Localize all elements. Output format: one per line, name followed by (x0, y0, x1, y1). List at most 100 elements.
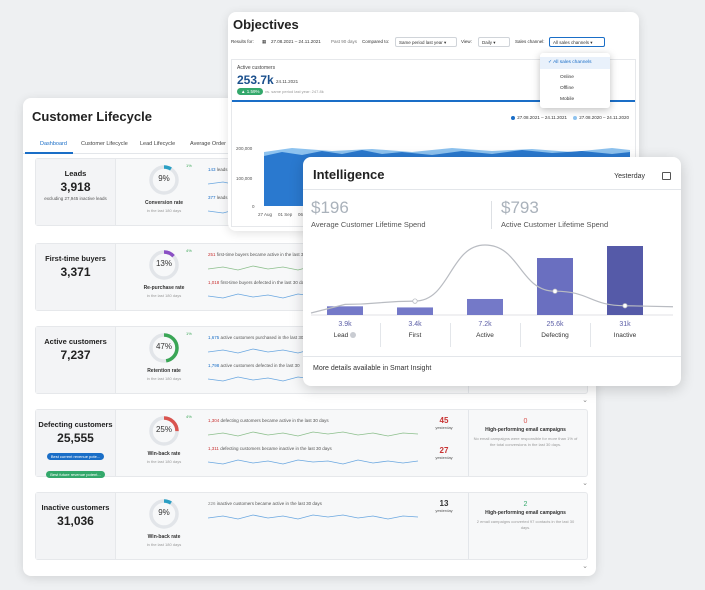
sales-channel-select[interactable]: All sales channels ▾ (549, 37, 605, 47)
bar-category-text: Inactive (613, 332, 637, 339)
row-name-box: Inactive customers 31,036 (36, 493, 116, 559)
trend2-text: active customers defected in the last 30 (220, 363, 300, 368)
bar-category-text: Active (476, 332, 494, 339)
trend-line-1[interactable]: 226 inactive customers became active in … (208, 501, 418, 506)
bar-category-text: Lead (333, 332, 349, 339)
bar-lead[interactable] (327, 306, 363, 315)
trend-point-first (412, 298, 418, 304)
tab-customer-lifecycle[interactable]: Customer Lifecycle (81, 141, 128, 147)
rate-change: 4% (186, 248, 192, 253)
trend-line-2[interactable]: 1,798 active customers defected in the l… (208, 363, 418, 368)
rate-percent: 47% (155, 342, 172, 351)
rate-period: in the last 180 days (146, 376, 182, 381)
trend-line-2[interactable]: 1,311 defecting customers became inactiv… (208, 446, 418, 451)
bar-category-label: Defecting (520, 332, 590, 339)
trend1-text: inactive customers became active in the … (216, 501, 322, 506)
trend1-number: 226 (208, 501, 216, 506)
email-campaigns-box: 2 High-performing email campaigns 2 emai… (468, 493, 582, 559)
metric-date: 24.11.2021 (276, 79, 299, 84)
trend-line-1[interactable]: 1,304 defecting customers became active … (208, 418, 418, 423)
badge-future-revenue[interactable]: Best future revenue potent... (46, 471, 105, 478)
dropdown-option-online[interactable]: Online (560, 75, 574, 80)
trend-line-1[interactable]: 251 first-time buyers became active in t… (208, 252, 418, 257)
smart-insight-link[interactable]: More details available in Smart Insight (313, 365, 432, 372)
tab-dashboard[interactable]: Dashboard (40, 141, 67, 147)
bar-value-label: 7.2k (478, 321, 492, 328)
badge-current-revenue[interactable]: Best current revenue pote... (46, 453, 105, 460)
bar-label-lead: 3.9k Lead (310, 321, 380, 339)
header-divider (303, 189, 681, 190)
rate-donut: 13% 4% Re-purchase rate in the last 180 … (124, 248, 204, 298)
bar-label-divider (520, 323, 521, 347)
chart-legend: 27.08.2021 – 24.11.2021 27.08.2020 – 24.… (506, 115, 629, 120)
yesterday-label-1: yesterday (435, 425, 453, 430)
info-icon[interactable] (350, 332, 357, 339)
trend-line-1[interactable]: 143 leads bec (208, 167, 418, 172)
active-tab-indicator (25, 152, 73, 154)
bar-active[interactable] (467, 298, 503, 315)
dropdown-option-all[interactable]: ✓ All sales channels (540, 57, 610, 69)
dropdown-option-mobile[interactable]: Mobile (560, 97, 575, 102)
row-name-box: Active customers 7,237 (36, 327, 116, 393)
legend-dot-previous (573, 115, 578, 120)
x-tick-06: 06 (298, 212, 304, 217)
bar-category-label: Active (450, 332, 520, 339)
bar-label-divider (380, 323, 381, 347)
trend1-text: first-time buyers became active in the l… (216, 252, 306, 257)
rate-period: in the last 180 days (146, 542, 182, 547)
trend-curve-tail (624, 305, 674, 308)
email-campaigns-desc: 2 email campaigns converted 97 contacts … (476, 519, 575, 530)
expand-chevron-icon[interactable]: ⌄ (582, 563, 588, 570)
row-name: Leads (64, 169, 87, 178)
trend-line-2[interactable]: 1,018 first-time buyers defected in the … (208, 280, 418, 285)
bar-category-label: First (380, 332, 450, 339)
donut-fill (149, 165, 179, 195)
comment-icon[interactable] (662, 172, 671, 180)
bar-label-first: 3.4k First (380, 321, 450, 339)
bar-defecting[interactable] (537, 258, 573, 315)
rate-percent: 9% (158, 174, 170, 183)
tab-average-order[interactable]: Average Order (190, 141, 226, 147)
email-campaign-count: 0 (523, 418, 528, 425)
calendar-icon[interactable]: ▦ (262, 39, 267, 44)
row-name-box: Leads 3,918 excluding 27,945 inactive lea… (36, 159, 116, 225)
trend-point-inactive (622, 303, 628, 309)
trend1-number: 251 (208, 252, 216, 257)
sales-channel-select-value: All sales channels (553, 40, 590, 45)
bar-label-inactive: 31k Inactive (590, 321, 660, 339)
expand-chevron-icon[interactable]: ⌄ (582, 397, 588, 404)
rate-period: in the last 180 days (146, 459, 182, 464)
donut-fill (149, 499, 179, 529)
bar-first[interactable] (397, 307, 433, 315)
view-select[interactable]: Daily ▾ (478, 37, 510, 47)
date-range[interactable]: 27.08.2021 – 24.11.2021 (271, 39, 321, 44)
y-tick-200k: 200,000 (236, 146, 253, 151)
tab-lead-lifecycle[interactable]: Lead Lifecycle (140, 141, 176, 147)
trend1-number: 1,304 (208, 418, 220, 423)
dropdown-option-offline[interactable]: Offline (560, 86, 574, 91)
trend2-number: 1,311 (208, 446, 219, 451)
check-icon: ✓ (548, 60, 554, 65)
yesterday-count-2: 27 yesterday (424, 446, 464, 460)
compare-select[interactable]: Same period last year ▾ (395, 37, 457, 47)
trend1-text: active customers purchased in the last 3… (220, 335, 304, 340)
trend-line-2[interactable]: 377 leads bec (208, 195, 418, 200)
objectives-title: Objectives (233, 17, 299, 32)
legend-dot-current (511, 115, 516, 120)
trend-line-1[interactable]: 1,675 active customers purchased in the … (208, 335, 418, 340)
y-tick-0: 0 (252, 204, 255, 209)
expand-chevron-icon[interactable]: ⌄ (582, 480, 588, 487)
trend2-number: 377 (208, 195, 216, 200)
period-label[interactable]: Yesterday (614, 173, 645, 180)
bar-category-text: Defecting (541, 332, 569, 339)
email-campaigns-box: 0 High-performing email campaigns No ema… (468, 410, 582, 476)
trend-point-defecting (552, 288, 558, 294)
compare-select-value: Same period last year (399, 40, 443, 45)
metric-label: Active customers (237, 65, 276, 71)
metric-value: 253.7k (237, 73, 274, 87)
kpi-divider (491, 201, 492, 229)
rate-label: Win-back rate (147, 451, 181, 457)
sales-channel-dropdown: ✓ All sales channels Online Offline Mobi… (540, 53, 610, 108)
bar-category-label: Inactive (590, 332, 660, 339)
rate-donut: 25% 4% Win-back rate in the last 180 day… (124, 414, 204, 464)
